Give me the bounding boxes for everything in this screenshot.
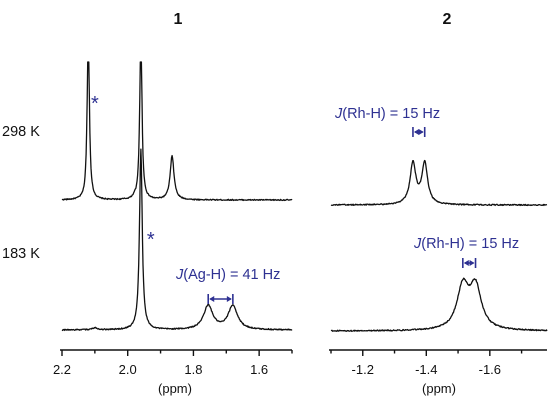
spectrum-trace-183k <box>330 277 548 332</box>
x-tick-label: 1.8 <box>184 362 202 377</box>
x-tick-label: -1.6 <box>479 362 501 377</box>
temperature-label-298k: 298 K <box>2 124 40 140</box>
x-tick-label: -1.2 <box>352 362 374 377</box>
x-tick-label: -1.4 <box>415 362 437 377</box>
coupling-constant-label: J(Ag-H) = 41 Hz <box>175 267 280 283</box>
panel-1-x-axis: 2.2 2.0 1.8 1.6 <box>53 349 293 377</box>
panel-1-spectra: * * J(Ag-H) = 41 Hz <box>61 61 293 332</box>
impurity-asterisk: * <box>91 93 99 115</box>
panel-2-label: 2 <box>443 11 452 28</box>
x-tick-label: 2.0 <box>119 362 137 377</box>
x-tick-label: 2.2 <box>53 362 71 377</box>
panel-1-label: 1 <box>174 11 183 28</box>
coupling-marker <box>462 258 477 268</box>
coupling-marker <box>207 294 234 304</box>
temperature-label-183k: 183 K <box>2 246 40 262</box>
coupling-constant-label: J(Rh-H) = 15 Hz <box>413 236 519 252</box>
spectrum-trace-298k <box>61 61 293 202</box>
impurity-asterisk: * <box>147 229 155 251</box>
panel-2-x-axis: -1.2 -1.4 -1.6 <box>329 349 547 377</box>
coupling-constant-label: J(Rh-H) = 15 Hz <box>334 106 440 122</box>
panel-2-x-axis-label: (ppm) <box>422 381 456 396</box>
panel-1-x-axis-label: (ppm) <box>158 381 192 396</box>
spectrum-trace-183k <box>61 148 293 332</box>
spectrum-trace-298k <box>330 159 548 207</box>
coupling-marker <box>412 127 426 137</box>
panel-2-spectra: J(Rh-H) = 15 Hz J(Rh-H) = 15 Hz <box>330 106 548 332</box>
x-tick-label: 1.6 <box>250 362 268 377</box>
